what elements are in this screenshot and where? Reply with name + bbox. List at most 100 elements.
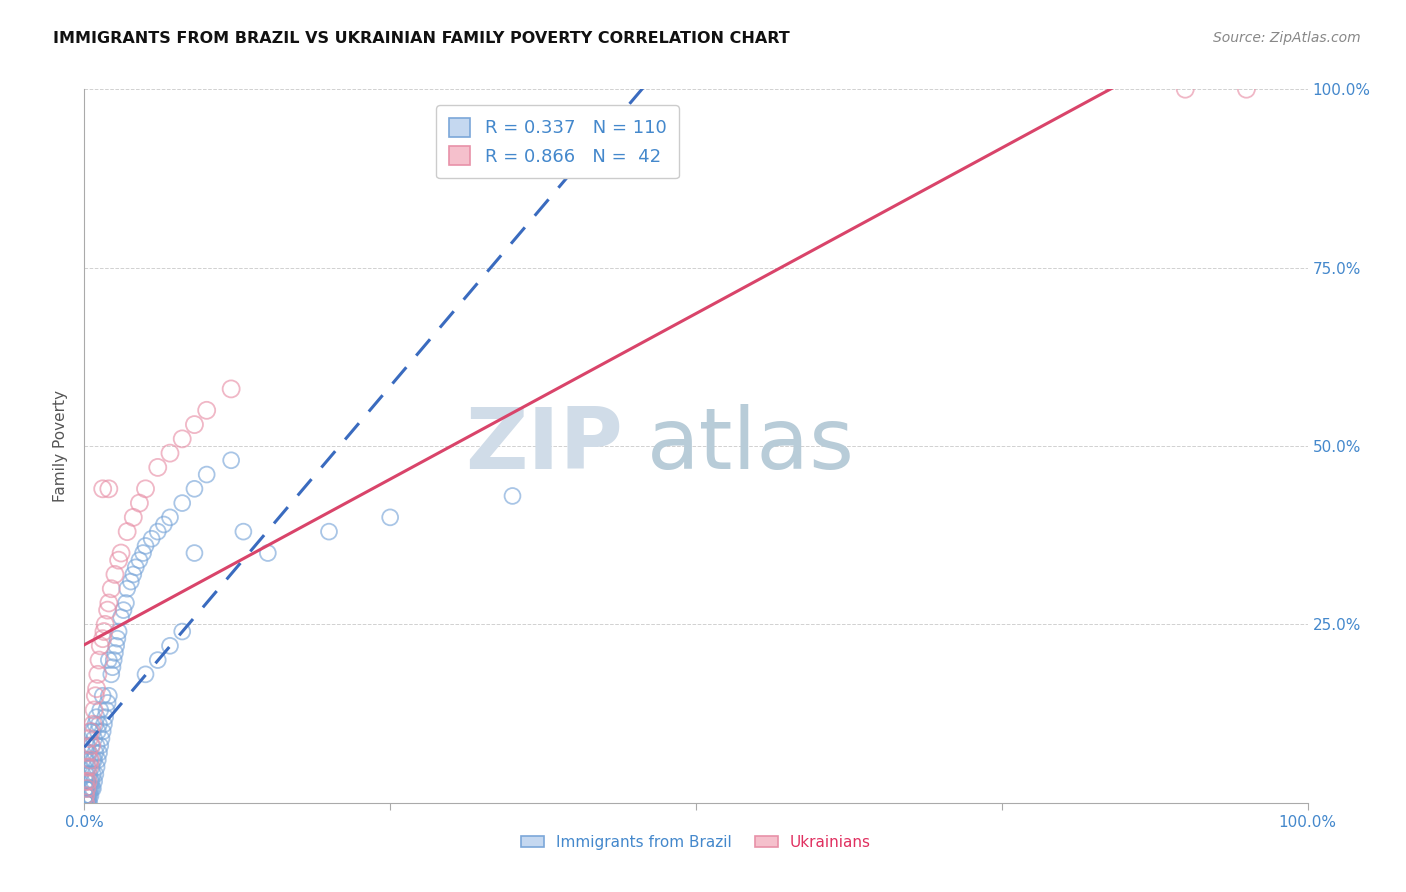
- Point: [80, 760, 103, 774]
- Point: [80, 739, 103, 753]
- Point: [87, 667, 110, 681]
- Point: [76, 796, 98, 810]
- Point: [128, 553, 150, 567]
- Point: [86, 739, 108, 753]
- Point: [83, 774, 105, 789]
- Point: [84, 746, 107, 760]
- Point: [219, 382, 242, 396]
- Point: [86, 760, 108, 774]
- Point: [97, 689, 120, 703]
- Text: atlas: atlas: [647, 404, 855, 488]
- Point: [82, 753, 104, 767]
- Point: [104, 567, 127, 582]
- Y-axis label: Family Poverty: Family Poverty: [53, 390, 69, 502]
- Point: [76, 760, 98, 774]
- Point: [76, 753, 98, 767]
- Point: [135, 667, 157, 681]
- Point: [77, 789, 100, 803]
- Point: [75, 789, 97, 803]
- Point: [76, 796, 98, 810]
- Point: [87, 653, 110, 667]
- Point: [77, 746, 100, 760]
- Point: [79, 781, 101, 796]
- Point: [183, 417, 205, 432]
- Point: [77, 789, 100, 803]
- Point: [75, 796, 97, 810]
- Point: [87, 724, 110, 739]
- Point: [77, 746, 100, 760]
- Point: [75, 796, 97, 810]
- Point: [107, 624, 129, 639]
- Point: [115, 524, 138, 539]
- Point: [87, 717, 110, 731]
- Point: [153, 517, 176, 532]
- Point: [146, 524, 169, 539]
- Point: [75, 796, 97, 810]
- Point: [89, 703, 111, 717]
- Point: [122, 567, 145, 582]
- Point: [75, 796, 97, 810]
- Point: [79, 753, 101, 767]
- Point: [183, 546, 205, 560]
- Point: [97, 653, 120, 667]
- Point: [97, 603, 120, 617]
- Point: [76, 781, 98, 796]
- Point: [91, 482, 114, 496]
- Point: [79, 789, 101, 803]
- Point: [112, 603, 135, 617]
- Point: [135, 539, 157, 553]
- Point: [502, 489, 524, 503]
- Point: [125, 560, 148, 574]
- Point: [76, 789, 98, 803]
- Point: [105, 632, 128, 646]
- Point: [80, 774, 103, 789]
- Point: [159, 446, 181, 460]
- Point: [318, 524, 340, 539]
- Point: [79, 774, 101, 789]
- Point: [141, 532, 163, 546]
- Point: [83, 731, 105, 746]
- Point: [75, 774, 97, 789]
- Point: [1236, 82, 1258, 96]
- Point: [83, 703, 105, 717]
- Point: [96, 703, 118, 717]
- Point: [105, 639, 128, 653]
- Text: ZIP: ZIP: [465, 404, 623, 488]
- Point: [91, 724, 114, 739]
- Point: [110, 610, 132, 624]
- Point: [110, 546, 132, 560]
- Point: [257, 546, 280, 560]
- Point: [77, 781, 100, 796]
- Text: Source: ZipAtlas.com: Source: ZipAtlas.com: [1213, 31, 1361, 45]
- Point: [195, 467, 218, 482]
- Point: [75, 796, 97, 810]
- Point: [82, 781, 104, 796]
- Point: [77, 746, 100, 760]
- Point: [77, 767, 100, 781]
- Point: [89, 639, 111, 653]
- Point: [77, 796, 100, 810]
- Point: [82, 767, 104, 781]
- Point: [87, 746, 110, 760]
- Point: [83, 753, 105, 767]
- Point: [104, 646, 127, 660]
- Point: [77, 774, 100, 789]
- Point: [219, 453, 242, 467]
- Point: [79, 724, 101, 739]
- Point: [91, 689, 114, 703]
- Point: [97, 482, 120, 496]
- Point: [75, 789, 97, 803]
- Point: [94, 710, 117, 724]
- Point: [97, 696, 120, 710]
- Point: [107, 553, 129, 567]
- Point: [101, 660, 124, 674]
- Point: [75, 753, 97, 767]
- Point: [75, 796, 97, 810]
- Point: [183, 482, 205, 496]
- Point: [80, 739, 103, 753]
- Point: [115, 582, 138, 596]
- Point: [80, 781, 103, 796]
- Point: [76, 796, 98, 810]
- Point: [93, 717, 115, 731]
- Point: [75, 796, 97, 810]
